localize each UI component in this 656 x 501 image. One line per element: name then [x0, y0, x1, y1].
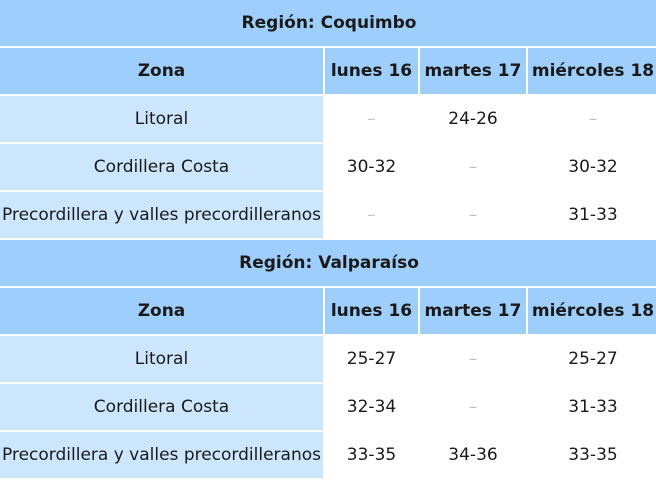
- zone-name: Litoral: [0, 336, 323, 382]
- temperature-value: –: [420, 384, 526, 430]
- region-title-row: Región: Valparaíso: [0, 240, 656, 286]
- temperature-value: 25-27: [528, 336, 656, 382]
- temperature-value: 33-35: [325, 432, 418, 478]
- region-title: Región: Coquimbo: [0, 0, 656, 46]
- table-row: Cordillera Costa 30-32 – 30-32: [0, 144, 656, 190]
- region-title: Región: Valparaíso: [0, 240, 656, 286]
- temperature-forecast-table: Región: Coquimbo Zona lunes 16 martes 17…: [0, 0, 656, 478]
- temperature-value: –: [420, 336, 526, 382]
- zone-name: Precordillera y valles precordilleranos: [0, 192, 323, 238]
- table-row: Cordillera Costa 32-34 – 31-33: [0, 384, 656, 430]
- temperature-value: 30-32: [528, 144, 656, 190]
- column-header-day2: martes 17: [420, 48, 526, 94]
- table-row: Litoral 25-27 – 25-27: [0, 336, 656, 382]
- temperature-value: –: [325, 96, 418, 142]
- temperature-value: 30-32: [325, 144, 418, 190]
- zone-name: Cordillera Costa: [0, 144, 323, 190]
- column-header-day1: lunes 16: [325, 288, 418, 334]
- table-row: Litoral – 24-26 –: [0, 96, 656, 142]
- temperature-value: 34-36: [420, 432, 526, 478]
- table-row: Precordillera y valles precordilleranos …: [0, 192, 656, 238]
- column-header-zona: Zona: [0, 288, 323, 334]
- temperature-value: 32-34: [325, 384, 418, 430]
- zone-name: Precordillera y valles precordilleranos: [0, 432, 323, 478]
- temperature-value: –: [420, 144, 526, 190]
- temperature-value: 33-35: [528, 432, 656, 478]
- column-header-zona: Zona: [0, 48, 323, 94]
- column-header-day3: miércoles 18: [528, 288, 656, 334]
- temperature-value: 25-27: [325, 336, 418, 382]
- region-title-row: Región: Coquimbo: [0, 0, 656, 46]
- temperature-value: 24-26: [420, 96, 526, 142]
- column-header-row: Zona lunes 16 martes 17 miércoles 18: [0, 288, 656, 334]
- zone-name: Litoral: [0, 96, 323, 142]
- column-header-day3: miércoles 18: [528, 48, 656, 94]
- column-header-day2: martes 17: [420, 288, 526, 334]
- temperature-value: –: [420, 192, 526, 238]
- column-header-row: Zona lunes 16 martes 17 miércoles 18: [0, 48, 656, 94]
- temperature-value: 31-33: [528, 384, 656, 430]
- temperature-value: 31-33: [528, 192, 656, 238]
- column-header-day1: lunes 16: [325, 48, 418, 94]
- table-row: Precordillera y valles precordilleranos …: [0, 432, 656, 478]
- zone-name: Cordillera Costa: [0, 384, 323, 430]
- temperature-value: –: [325, 192, 418, 238]
- temperature-value: –: [528, 96, 656, 142]
